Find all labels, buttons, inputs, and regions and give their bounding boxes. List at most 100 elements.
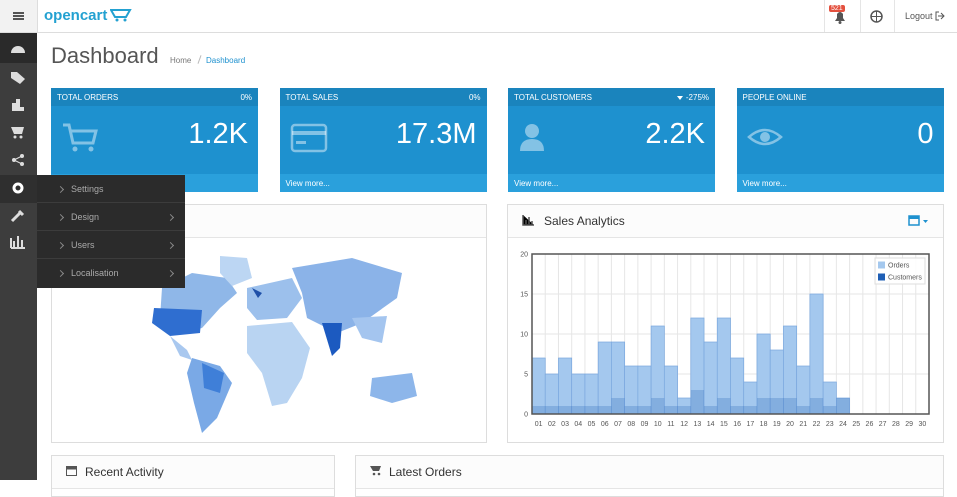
bar [717, 398, 731, 414]
flyout-menu: Settings Design Users Localisation [37, 175, 185, 288]
x-tick-label: 22 [813, 421, 821, 428]
y-tick-label: 20 [520, 252, 528, 259]
breadcrumb-current[interactable]: Dashboard [206, 56, 246, 65]
stat-tile: TOTAL CUSTOMERS -275% 2.2K View more... [508, 88, 715, 192]
panel-heading: Sales Analytics [508, 205, 943, 238]
view-more-link[interactable]: View more... [742, 179, 787, 188]
calendar-icon [66, 466, 77, 476]
stat-tile: TOTAL SALES 0% 17.3M View more... [279, 88, 487, 192]
x-tick-label: 03 [561, 421, 569, 428]
bar [677, 406, 691, 414]
x-tick-label: 19 [773, 421, 781, 428]
tile-value: 2.2K [645, 118, 705, 150]
bar [637, 406, 652, 414]
tile-header [279, 88, 487, 106]
bar [611, 398, 625, 414]
chart-title: Sales Analytics [544, 214, 625, 228]
bar [624, 406, 638, 414]
bar [730, 406, 744, 414]
menu-item[interactable]: Users [37, 231, 185, 259]
menu-toggle[interactable] [0, 0, 38, 32]
tile-change: 0% [468, 93, 481, 102]
tile-footer [279, 174, 487, 192]
bar [690, 390, 705, 414]
x-tick-label: 10 [654, 421, 662, 428]
panel-title: Recent Activity [85, 465, 164, 479]
logout-icon [935, 11, 945, 21]
panel-heading: Recent Activity [52, 456, 334, 489]
x-tick-label: 09 [641, 421, 649, 428]
divider [824, 0, 825, 32]
x-tick-label: 17 [746, 421, 754, 428]
bar [558, 406, 572, 414]
x-tick-label: 28 [892, 421, 900, 428]
menu-item[interactable]: Localisation [71, 268, 119, 278]
recent-activity-panel: Recent Activity [51, 455, 335, 497]
globe-icon[interactable] [870, 10, 883, 23]
x-tick-label: 02 [548, 421, 556, 428]
bar [730, 357, 745, 415]
page-title: Dashboard [51, 43, 159, 68]
tile-value: 1.2K [188, 118, 248, 150]
breadcrumb-home[interactable]: Home [170, 56, 192, 65]
menu-item[interactable]: Design [37, 203, 185, 231]
bar [796, 406, 810, 414]
panel-title: Latest Orders [389, 465, 462, 479]
tile-header [736, 88, 944, 106]
x-tick-label: 30 [918, 421, 926, 428]
x-tick-label: 25 [852, 421, 860, 428]
logo[interactable]: opencart [44, 7, 108, 24]
x-tick-label: 21 [799, 421, 807, 428]
x-tick-label: 20 [786, 421, 794, 428]
divider [860, 0, 861, 32]
tile-value: 0 [917, 118, 934, 150]
logout-link[interactable]: Logout [905, 11, 933, 21]
view-more-link[interactable]: View more... [514, 179, 559, 188]
breadcrumb-separator [197, 55, 202, 64]
y-tick-label: 15 [520, 292, 528, 299]
x-tick-label: 13 [694, 421, 702, 428]
y-tick-label: 10 [520, 332, 528, 339]
bar [743, 406, 757, 414]
toggle-icon [13, 12, 24, 20]
x-tick-label: 01 [535, 421, 543, 428]
panel-heading: Latest Orders [356, 456, 943, 489]
x-tick-label: 07 [614, 421, 622, 428]
calendar-dropdown[interactable] [908, 214, 930, 227]
tile-header [51, 88, 258, 106]
view-more-link[interactable]: View more... [285, 179, 330, 188]
x-tick-label: 15 [720, 421, 728, 428]
x-tick-label: 26 [866, 421, 874, 428]
bar [584, 406, 599, 414]
tile-footer [508, 174, 715, 192]
bar [770, 398, 784, 414]
logo-cart [110, 9, 132, 22]
bar [532, 406, 546, 414]
menu-item[interactable]: Settings [37, 175, 185, 203]
x-tick-label: 16 [733, 421, 741, 428]
tile-footer [736, 174, 944, 192]
tile-title: TOTAL CUSTOMERS [514, 93, 592, 102]
plot-border [531, 253, 930, 415]
bar [823, 406, 837, 414]
bar [809, 398, 824, 414]
legend-label: Orders [888, 263, 910, 270]
bar [704, 406, 718, 414]
x-tick-label: 24 [839, 421, 847, 428]
bar [664, 406, 678, 414]
chart-panel: Sales Analytics 0 5 10 15 20 01 02 03 04 05 06 07 08… [507, 204, 944, 443]
x-tick-label: 14 [707, 421, 715, 428]
sidebar [0, 33, 37, 480]
chart-icon [522, 215, 534, 226]
tile-value: 17.3M [395, 118, 477, 150]
x-tick-label: 11 [667, 421, 674, 428]
bar [756, 398, 771, 414]
bell-icon[interactable] [833, 10, 847, 24]
legend-swatch [878, 273, 885, 281]
tile-icon [520, 124, 544, 151]
world-map [152, 256, 417, 433]
x-tick-label: 18 [760, 421, 768, 428]
